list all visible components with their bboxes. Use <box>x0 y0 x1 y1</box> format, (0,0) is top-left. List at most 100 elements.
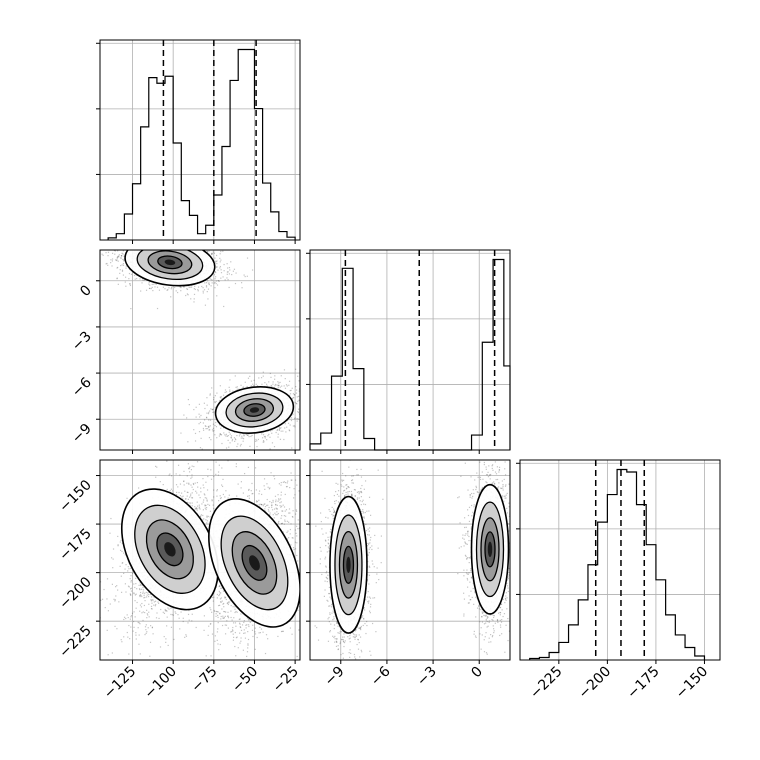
sample-point <box>136 663 137 664</box>
sample-point <box>274 385 276 387</box>
sample-point <box>168 608 170 610</box>
sample-point <box>93 524 94 525</box>
sample-point <box>203 493 205 495</box>
sample-point <box>292 413 294 415</box>
sample-point <box>144 600 146 602</box>
sample-point <box>129 247 130 248</box>
sample-point <box>246 434 248 436</box>
sample-point <box>225 435 227 437</box>
sample-point <box>152 633 154 635</box>
sample-point <box>193 301 195 303</box>
sample-point <box>220 259 222 261</box>
sample-point <box>229 433 231 435</box>
sample-point <box>209 510 212 512</box>
sample-point <box>187 294 189 296</box>
sample-point <box>206 500 208 502</box>
sample-point <box>141 612 143 614</box>
sample-point <box>278 384 280 386</box>
sample-point <box>139 604 142 606</box>
sample-point <box>227 271 229 273</box>
sample-point <box>283 438 285 441</box>
sample-point <box>214 406 216 408</box>
sample-point <box>294 417 296 419</box>
sample-point <box>124 241 125 242</box>
sample-point <box>119 549 122 551</box>
sample-point <box>138 248 139 249</box>
sample-point <box>152 289 154 292</box>
sample-point <box>116 256 119 259</box>
sample-point <box>143 229 144 230</box>
sample-point <box>167 231 168 232</box>
sample-point <box>188 404 190 406</box>
sample-point <box>149 238 150 239</box>
sample-point <box>210 438 211 439</box>
sample-point <box>159 646 162 648</box>
sample-point <box>225 246 226 247</box>
sample-point <box>166 625 168 627</box>
sample-point <box>170 296 172 298</box>
sample-point <box>291 447 293 449</box>
sample-point <box>206 412 208 414</box>
sample-point <box>197 290 199 292</box>
sample-point <box>188 482 190 484</box>
sample-point <box>145 289 148 291</box>
sample-point <box>294 368 297 370</box>
sample-point <box>229 269 231 271</box>
sample-point <box>215 271 217 274</box>
sample-point <box>286 385 288 387</box>
sample-point <box>296 396 298 398</box>
y-tick-label: −3 <box>69 328 95 354</box>
sample-point <box>188 286 190 288</box>
sample-point <box>169 246 170 247</box>
sample-point <box>188 456 189 457</box>
sample-point <box>143 248 144 249</box>
sample-point <box>191 492 193 494</box>
sample-point <box>278 382 280 384</box>
sample-point <box>122 243 123 244</box>
sample-point <box>176 238 177 239</box>
plot-area <box>93 438 300 664</box>
sample-point <box>271 432 273 434</box>
sample-point <box>187 398 189 401</box>
sample-point <box>166 289 168 291</box>
sample-point <box>223 263 225 266</box>
sample-point <box>137 246 138 247</box>
sample-point <box>206 522 208 524</box>
sample-point <box>203 419 206 421</box>
sample-point <box>169 245 170 246</box>
sample-point <box>141 595 143 598</box>
sample-point <box>200 245 201 246</box>
sample-point <box>190 477 192 479</box>
sample-point <box>222 478 224 480</box>
sample-point <box>228 386 230 388</box>
sample-point <box>199 508 201 510</box>
sample-point <box>301 408 302 409</box>
sample-point <box>189 247 190 248</box>
sample-point <box>162 483 164 486</box>
sample-point <box>192 238 193 239</box>
sample-point <box>148 616 150 618</box>
sample-point <box>285 431 287 433</box>
sample-point <box>218 280 220 282</box>
sample-point <box>234 440 236 442</box>
sample-point <box>95 595 96 596</box>
sample-point <box>212 408 214 410</box>
sample-point <box>307 395 308 396</box>
sample-point <box>156 466 158 468</box>
sample-point <box>205 481 207 483</box>
sample-point <box>117 255 120 257</box>
sample-point <box>305 404 306 405</box>
sample-point <box>149 284 151 286</box>
sample-point <box>135 593 137 595</box>
sample-point <box>188 244 189 245</box>
sample-point <box>206 417 208 419</box>
sample-point <box>298 390 300 392</box>
sample-point <box>136 241 137 242</box>
sample-point <box>227 439 229 442</box>
sample-point <box>180 286 182 289</box>
sample-point <box>120 575 122 577</box>
sample-point <box>292 393 295 395</box>
sample-point <box>171 490 174 492</box>
sample-point <box>161 243 162 244</box>
sample-point <box>106 578 109 580</box>
